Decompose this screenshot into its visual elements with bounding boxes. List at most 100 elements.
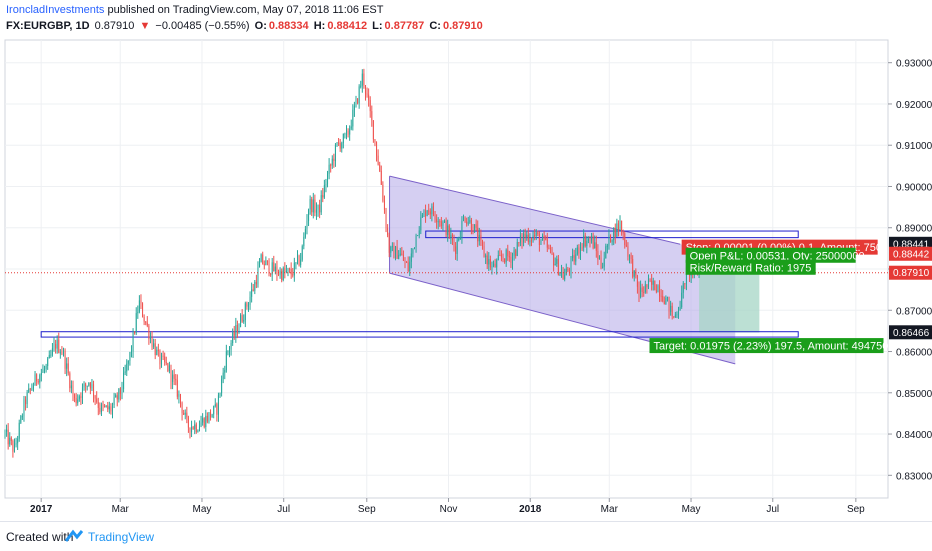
candle-body — [309, 199, 311, 210]
candle — [570, 255, 572, 279]
candle-body — [274, 266, 276, 272]
candle-body — [447, 225, 449, 235]
candle-body — [401, 253, 403, 255]
candle — [425, 204, 427, 223]
candle — [587, 236, 589, 244]
candle-body — [657, 285, 659, 293]
x-tick-label: 2018 — [519, 504, 542, 515]
candle-body — [451, 234, 453, 241]
candle-body — [670, 305, 672, 312]
candle-body — [327, 173, 329, 185]
candle — [559, 271, 561, 277]
candle — [614, 223, 616, 244]
candle — [325, 178, 327, 193]
candle — [663, 296, 665, 305]
candle-body — [576, 247, 578, 255]
price-chart[interactable]: 0.830000.840000.850000.860000.870000.880… — [0, 36, 932, 521]
candle-body — [32, 385, 34, 389]
candle-body — [399, 253, 401, 256]
candle — [77, 394, 79, 406]
candle-body — [542, 235, 544, 241]
candle-body — [301, 246, 303, 260]
candle — [179, 393, 181, 408]
candle-body — [89, 382, 91, 389]
candle-body — [112, 405, 114, 412]
candle — [31, 383, 33, 391]
candle — [591, 232, 593, 244]
candle-body — [224, 369, 226, 373]
candle — [29, 387, 31, 395]
symbol-label[interactable]: FX:EURGBP, 1D — [6, 20, 90, 32]
candle — [382, 181, 384, 203]
candle-body — [671, 305, 673, 317]
candle — [148, 323, 150, 345]
candle — [21, 413, 23, 420]
candle-body — [507, 249, 509, 257]
candle — [421, 212, 423, 218]
candle — [579, 242, 581, 261]
candle-body — [380, 170, 382, 185]
candle-body — [181, 402, 183, 414]
candle-body — [494, 263, 496, 268]
candle — [413, 247, 415, 250]
candle — [151, 330, 153, 350]
candle — [308, 208, 310, 227]
candle-body — [632, 258, 634, 277]
candle — [538, 231, 540, 252]
candle-body — [442, 221, 444, 227]
candle — [6, 424, 8, 437]
candle-body — [129, 352, 131, 361]
candle — [32, 382, 34, 392]
candle-body — [213, 406, 215, 415]
candle — [23, 395, 25, 422]
candle — [431, 203, 433, 222]
candle — [524, 228, 526, 243]
tradingview-link[interactable]: TradingView — [88, 530, 155, 544]
candle — [507, 244, 509, 261]
price-scale-label-text: 0.88441 — [893, 239, 930, 250]
candle-body — [369, 100, 371, 112]
candle — [670, 300, 672, 316]
author-link[interactable]: IroncladInvestments — [6, 4, 105, 16]
close-value: 0.87910 — [442, 20, 483, 32]
candle — [432, 202, 434, 217]
candle — [235, 317, 237, 343]
candle-body — [50, 354, 52, 356]
candle — [630, 252, 632, 264]
candle-body — [249, 296, 251, 305]
candle-body — [254, 281, 256, 291]
candle-body — [353, 105, 355, 110]
candle — [448, 224, 450, 239]
candle — [135, 307, 137, 336]
candle-body — [605, 246, 607, 259]
candle-body — [134, 331, 136, 334]
candle-body — [56, 339, 58, 349]
candle — [300, 252, 302, 268]
candle — [293, 257, 295, 282]
candle-body — [81, 387, 83, 398]
y-tick-label: 0.84000 — [896, 430, 932, 441]
candle-body — [183, 413, 185, 415]
candle-body — [170, 365, 172, 382]
candle — [595, 235, 597, 258]
candle — [243, 314, 245, 324]
candle — [254, 279, 256, 295]
candle — [26, 389, 28, 409]
candle — [175, 374, 177, 386]
y-tick-label: 0.87000 — [896, 306, 932, 317]
candle-body — [208, 412, 210, 422]
candle-body — [665, 298, 667, 305]
candle-body — [461, 221, 463, 237]
candle — [654, 280, 656, 291]
candle-body — [64, 350, 66, 369]
published-text: published on TradingView.com, May 07, 20… — [107, 4, 384, 16]
candle-body — [428, 210, 430, 212]
candle-body — [499, 255, 501, 257]
candle-body — [55, 344, 57, 349]
candle-body — [586, 240, 588, 247]
candle — [62, 347, 64, 357]
candle — [282, 266, 284, 282]
open-pl-label: Open P&L: 0.00531, Qty: 25000000 — [685, 247, 865, 263]
candle-body — [344, 133, 346, 135]
candle-body — [330, 164, 332, 166]
